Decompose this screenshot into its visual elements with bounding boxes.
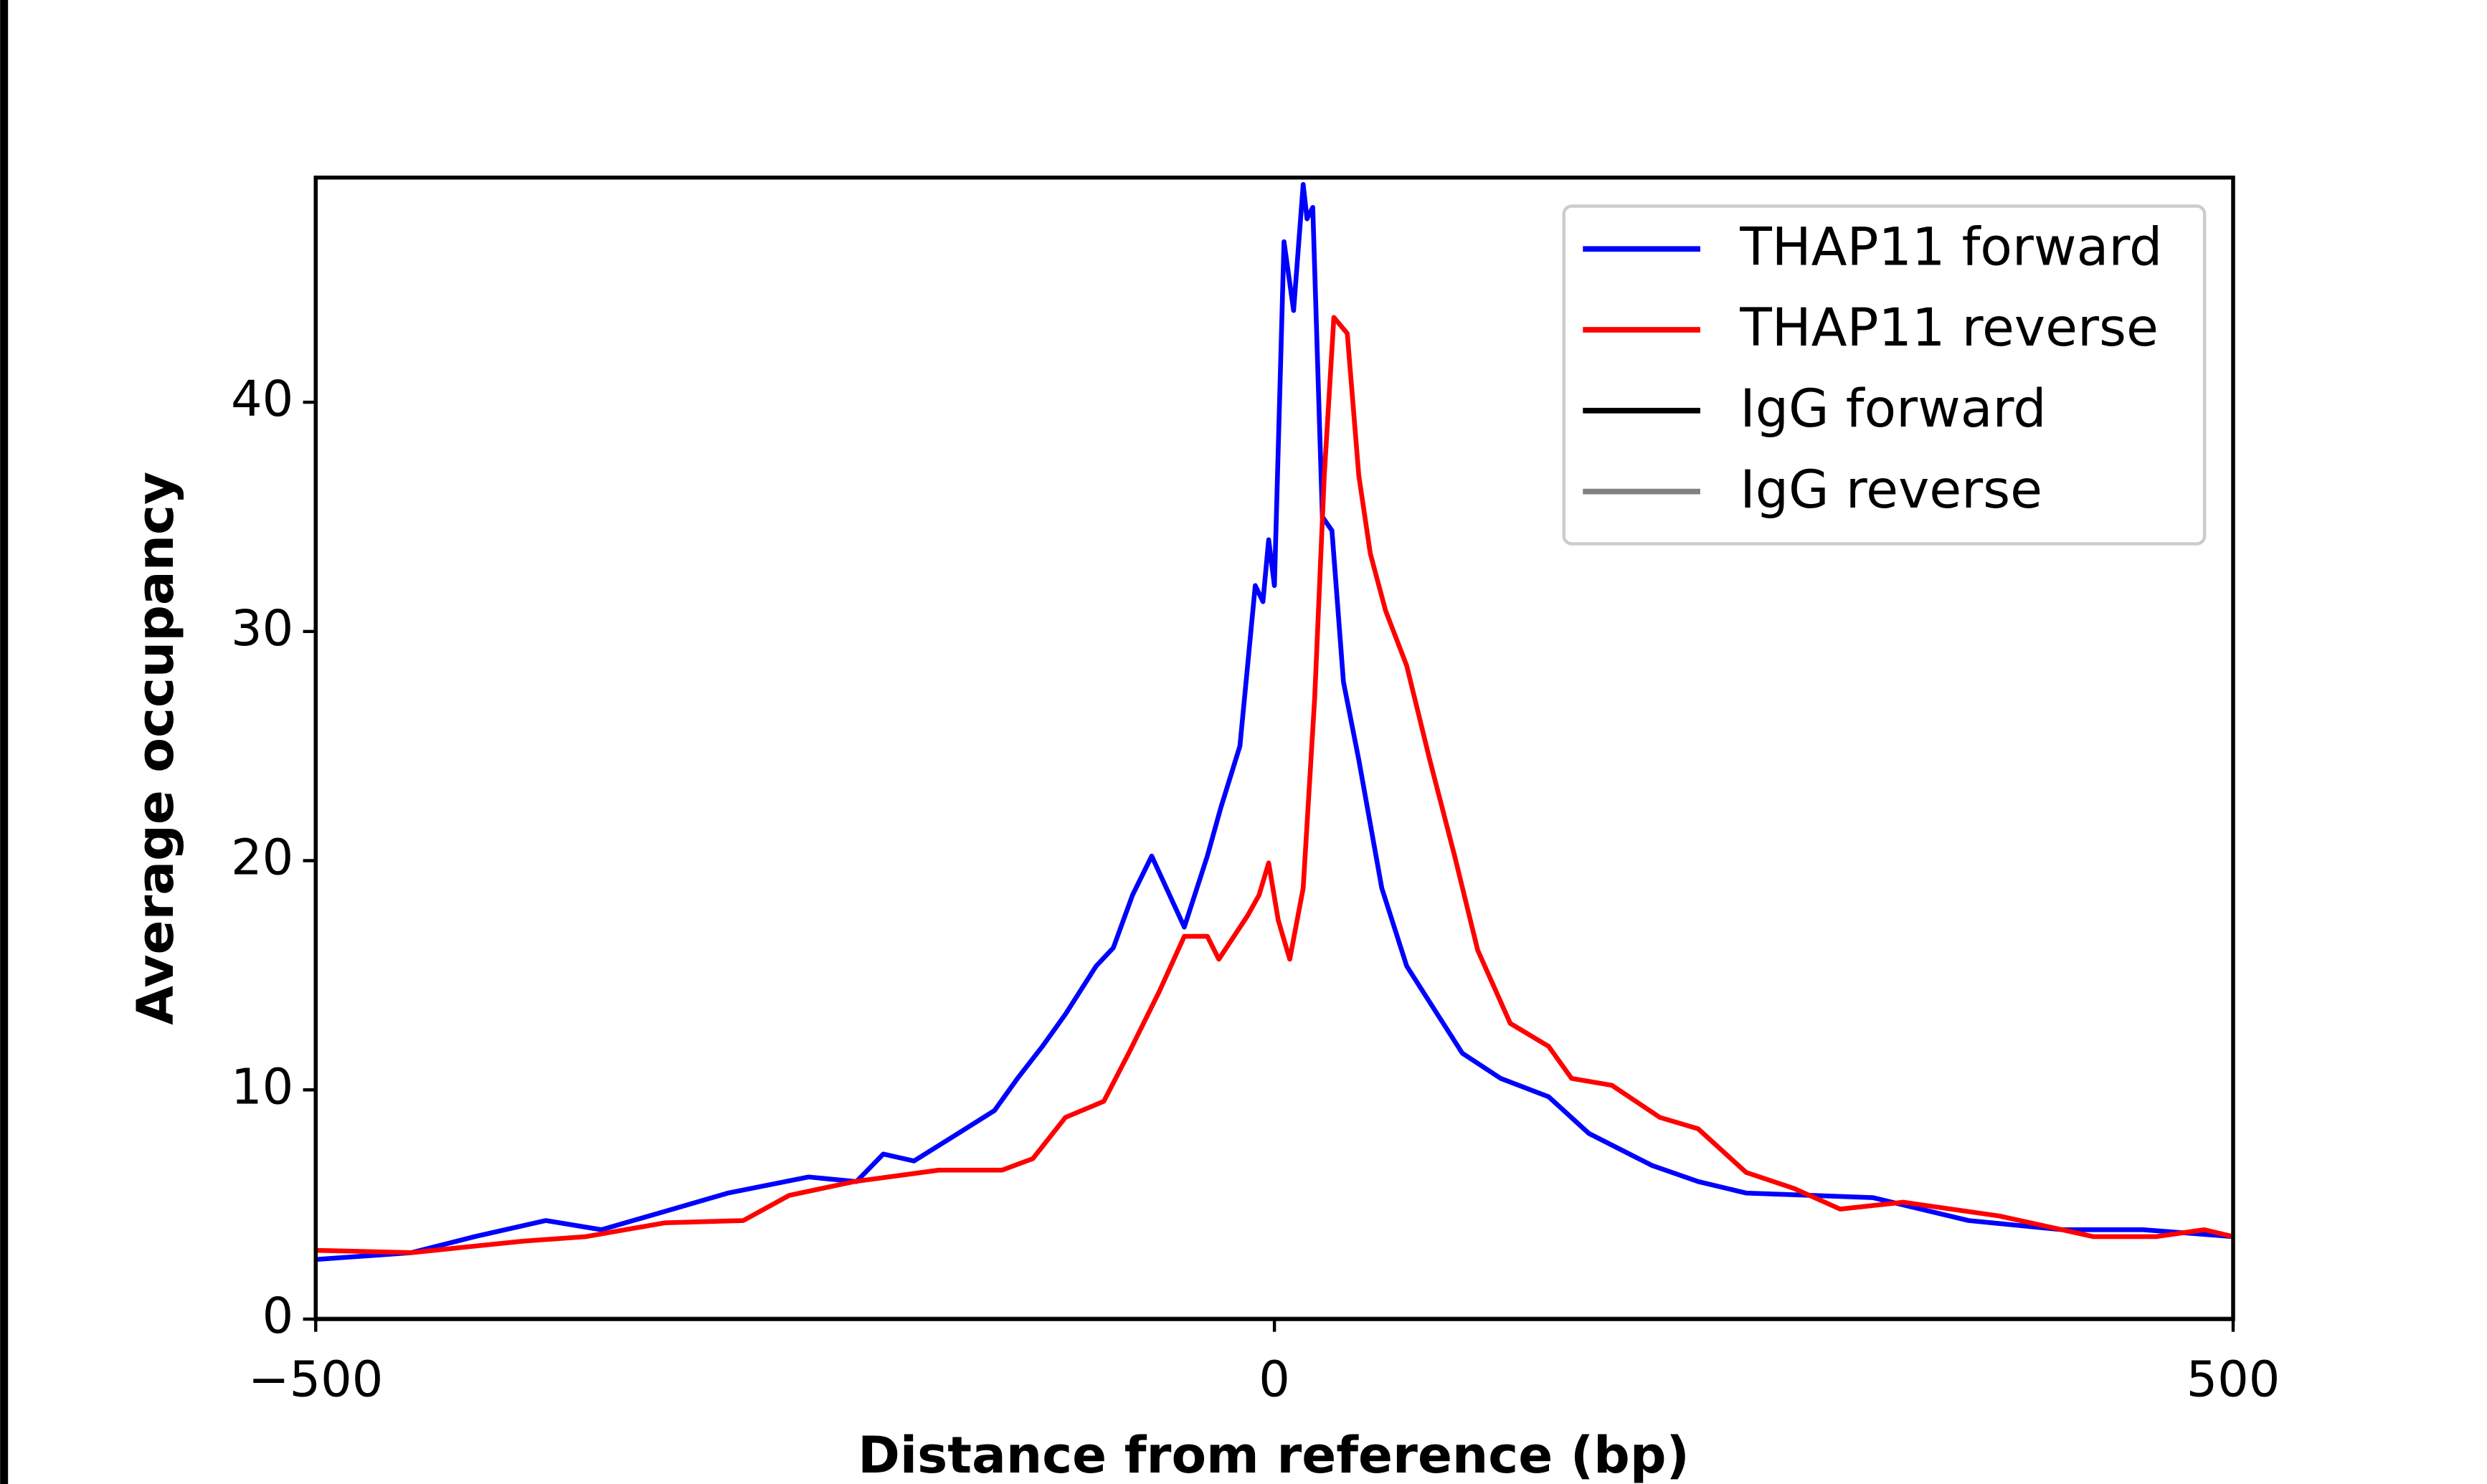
y-tick-label: 30 bbox=[231, 600, 293, 657]
left-edge bbox=[0, 0, 9, 1484]
series-line bbox=[316, 181, 2234, 1262]
x-tick-label: 0 bbox=[1259, 1351, 1290, 1408]
legend-label: THAP11 forward bbox=[1739, 217, 2162, 277]
y-axis-label: Average occupancy bbox=[125, 472, 185, 1025]
legend-label: IgG reverse bbox=[1740, 460, 2042, 520]
y-tick-label: 20 bbox=[231, 829, 293, 887]
legend-label: IgG forward bbox=[1740, 379, 2046, 439]
y-tick-label: 0 bbox=[262, 1288, 294, 1345]
plot-frame bbox=[313, 175, 2235, 1321]
x-tick-label: −500 bbox=[248, 1351, 383, 1408]
legend-label: THAP11 reverse bbox=[1739, 298, 2159, 358]
y-tick-label: 10 bbox=[231, 1058, 293, 1116]
y-tick-label: 40 bbox=[231, 371, 293, 428]
legend-box bbox=[1562, 204, 2207, 546]
x-tick-label: 500 bbox=[2187, 1351, 2280, 1408]
series-line bbox=[316, 315, 2234, 1255]
x-axis-label: Distance from reference (bp) bbox=[858, 1425, 1690, 1484]
